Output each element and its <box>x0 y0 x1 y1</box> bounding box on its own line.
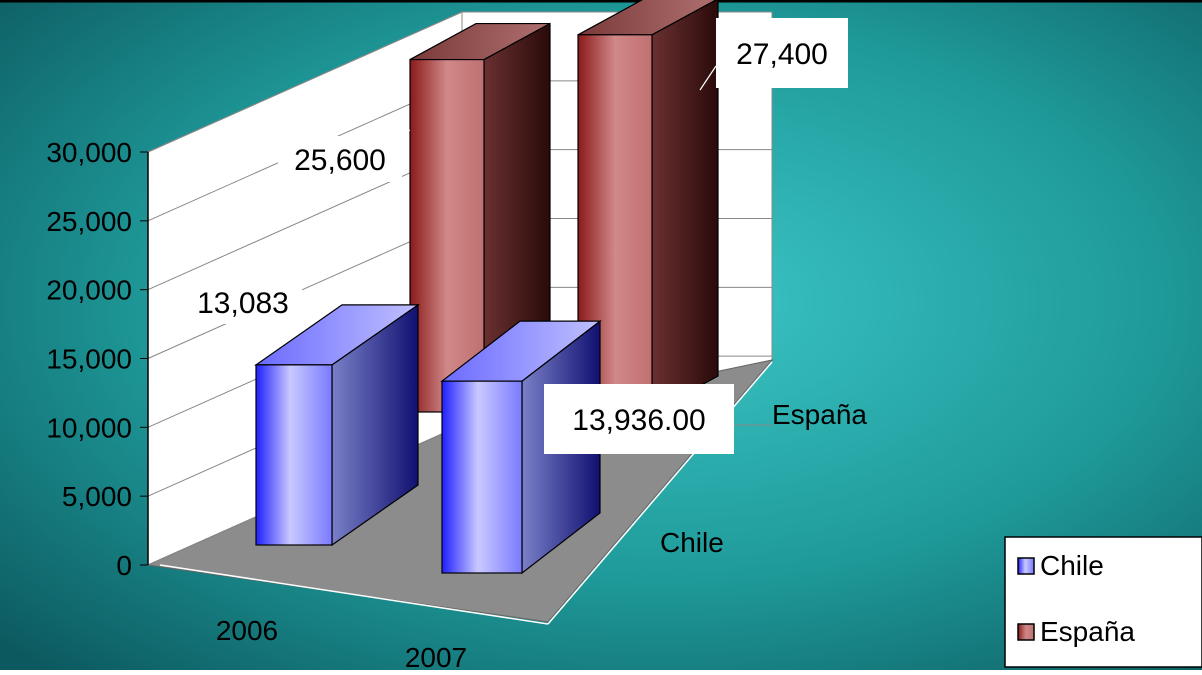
y-axis: 0 5,000 10,000 15,000 20,000 25,000 30,000 <box>46 137 149 581</box>
bar-front <box>255 364 333 546</box>
legend-swatch-espana <box>1017 623 1035 641</box>
bar-front <box>441 380 523 574</box>
y-tick-label: 20,000 <box>46 275 132 306</box>
data-label-text: 25,600 <box>294 144 386 177</box>
data-label-text: 27,400 <box>736 38 828 71</box>
y-tick-label: 25,000 <box>46 206 132 237</box>
legend: Chile España <box>1004 536 1202 668</box>
leader-line <box>699 65 717 91</box>
legend-swatch-chile <box>1017 557 1035 575</box>
data-label-box <box>278 136 402 182</box>
y-tick-label: 0 <box>116 550 132 581</box>
data-label-box <box>716 18 848 88</box>
depth-label-chile: Chile <box>660 527 724 558</box>
x-axis-line <box>159 564 549 625</box>
gridline <box>147 11 463 153</box>
depth-axis-line <box>547 361 773 625</box>
depth-label-espana: España <box>772 399 867 430</box>
legend-label-espana: España <box>1040 616 1135 647</box>
bar-chile-2006 <box>254 303 420 547</box>
y-tick-label: 10,000 <box>46 412 132 443</box>
y-tick-label: 15,000 <box>46 344 132 375</box>
bar-front <box>409 58 485 413</box>
x-tick-2006: 2006 <box>216 615 278 646</box>
data-label-text: 13,936.00 <box>572 404 705 437</box>
y-tick-label: 5,000 <box>62 481 132 512</box>
bar-espana-2006 <box>409 22 551 414</box>
bars <box>254 0 719 575</box>
y-tick-label: 30,000 <box>46 137 132 168</box>
legend-label-chile: Chile <box>1040 550 1104 581</box>
legend-box <box>1004 536 1202 668</box>
leader-line <box>257 321 299 349</box>
data-label-box <box>184 280 302 324</box>
data-label: 27,400 <box>699 18 848 91</box>
bar-side <box>651 0 719 414</box>
data-label: 25,600 <box>269 129 411 189</box>
data-label: 13,083 <box>184 280 302 349</box>
data-label-text: 13,083 <box>197 287 289 320</box>
data-label: 13,936.00 <box>544 384 734 454</box>
x-tick-2007: 2007 <box>405 642 467 670</box>
